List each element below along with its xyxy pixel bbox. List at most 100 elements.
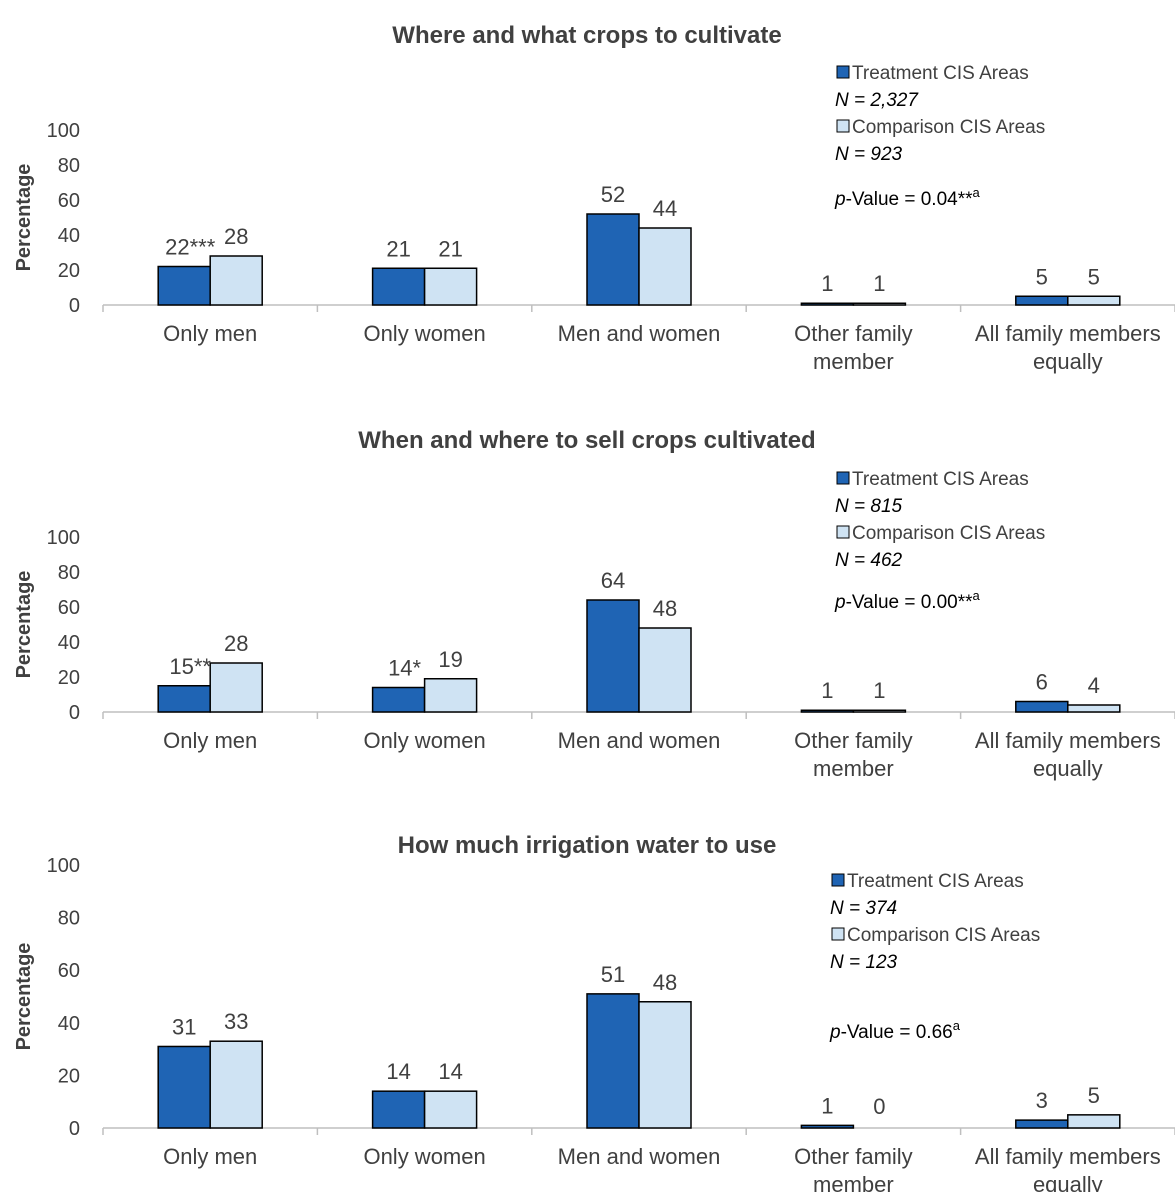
x-category-label: Other family (794, 1144, 913, 1169)
comparison-bar (423, 678, 478, 713)
y-tick-label: 80 (58, 155, 80, 177)
treatment-bar (157, 685, 211, 713)
data-label: 6 (1036, 670, 1048, 695)
treatment-bar (586, 993, 640, 1129)
y-tick-label: 0 (69, 1118, 80, 1140)
legend-swatch-treatment (831, 873, 845, 887)
treatment-bar (1015, 295, 1069, 306)
data-label: 31 (172, 1014, 196, 1039)
legend-n-comparison: N = 462 (835, 550, 903, 571)
bar-chart: When and where to sell crops cultivated P… (13, 427, 1175, 781)
treatment-bar (1015, 700, 1069, 713)
data-label: 51 (601, 962, 625, 987)
data-label: 0 (873, 1094, 885, 1119)
legend-swatch-comparison (836, 119, 850, 133)
data-label: 22*** (165, 235, 216, 260)
comparison-bar (209, 1040, 263, 1129)
comparison-bar (1067, 295, 1121, 306)
y-axis-label: Percentage (13, 164, 35, 272)
treatment-bar (586, 599, 640, 713)
data-label: 5 (1088, 1083, 1100, 1108)
x-category-label: All family members (975, 1144, 1161, 1169)
x-category-label: Men and women (558, 728, 721, 753)
comparison-bar (638, 1001, 692, 1129)
y-tick-label: 0 (69, 702, 80, 724)
comparison-bar (638, 227, 692, 306)
treatment-bar (157, 1045, 211, 1129)
data-label: 28 (224, 224, 248, 249)
treatment-bar (1015, 1119, 1069, 1129)
data-label: 1 (821, 678, 833, 703)
x-category-label: Other family (794, 321, 913, 346)
x-category-label: member (813, 1172, 894, 1192)
comparison-bar (638, 627, 692, 713)
y-tick-label: 100 (47, 855, 80, 877)
x-category-label: Other family (794, 728, 913, 753)
data-label: 21 (438, 236, 462, 261)
p-value-text: p-Value = 0.66a (829, 1018, 961, 1043)
data-label: 28 (224, 631, 248, 656)
p-value-text: p-Value = 0.00**a (834, 588, 981, 613)
legend-swatch-treatment (836, 65, 850, 79)
y-tick-label: 80 (58, 908, 80, 930)
x-category-label: Men and women (558, 321, 721, 346)
p-value-prefix: p (834, 592, 846, 613)
legend-swatch-comparison (836, 525, 850, 539)
y-tick-label: 20 (58, 667, 80, 689)
legend-label-treatment: Treatment CIS Areas (852, 469, 1029, 490)
x-category-label: Only men (163, 321, 257, 346)
data-label: 1 (873, 271, 885, 296)
treatment-bar (800, 709, 855, 713)
p-value-footnote: a (953, 1018, 961, 1033)
x-category-label: equally (1033, 1172, 1103, 1192)
legend-n-treatment: N = 374 (830, 898, 897, 919)
comparison-bar (423, 267, 478, 306)
legend-swatch-treatment (836, 471, 850, 485)
y-tick-label: 40 (58, 632, 80, 654)
x-category-label: All family members (975, 728, 1161, 753)
bar-chart: How much irrigation water to use Percenta… (13, 832, 1175, 1192)
treatment-bar (371, 267, 426, 306)
data-label: 1 (821, 1093, 833, 1118)
chart-title: Where and what crops to cultivate (392, 22, 781, 49)
comparison-bar (1067, 704, 1121, 713)
treatment-bar (157, 265, 211, 306)
y-axis-label: Percentage (13, 571, 35, 679)
chart-panel-irrigation-water: How much irrigation water to use Percenta… (0, 810, 1175, 1192)
chart-title: How much irrigation water to use (398, 832, 777, 859)
y-tick-label: 40 (58, 225, 80, 247)
data-label: 14 (386, 1059, 410, 1084)
comparison-bar (209, 255, 263, 306)
chart-title: When and where to sell crops cultivated (358, 427, 815, 454)
p-value-prefix: p (829, 1022, 841, 1043)
x-category-label: member (813, 349, 894, 374)
chart-panel-crops-cultivate: Where and what crops to cultivate Percent… (0, 0, 1175, 395)
p-value-value: -Value = 0.04** (846, 189, 974, 210)
comparison-bar (423, 1090, 478, 1129)
data-label: 44 (653, 196, 677, 221)
comparison-bar (852, 709, 907, 713)
x-category-label: equally (1033, 349, 1103, 374)
data-label: 3 (1036, 1088, 1048, 1113)
data-label: 48 (653, 596, 677, 621)
data-label: 64 (601, 568, 625, 593)
data-label: 19 (438, 647, 462, 672)
x-category-label: All family members (975, 321, 1161, 346)
legend-swatch-comparison (831, 927, 845, 941)
p-value-value: -Value = 0.00** (846, 592, 974, 613)
legend-n-treatment: N = 2,327 (835, 90, 919, 111)
x-category-label: Only men (163, 1144, 257, 1169)
y-tick-label: 20 (58, 260, 80, 282)
y-tick-label: 0 (69, 295, 80, 317)
p-value-value: -Value = 0.66 (841, 1022, 953, 1043)
treatment-bar (800, 302, 855, 306)
y-tick-label: 100 (47, 527, 80, 549)
data-label: 33 (224, 1009, 248, 1034)
comparison-bar (1067, 1114, 1121, 1129)
treatment-bar (371, 1090, 426, 1129)
data-label: 14 (438, 1059, 462, 1084)
legend-n-treatment: N = 815 (835, 496, 903, 517)
treatment-bar (800, 1124, 855, 1129)
comparison-bar (209, 662, 263, 713)
data-label: 1 (821, 271, 833, 296)
